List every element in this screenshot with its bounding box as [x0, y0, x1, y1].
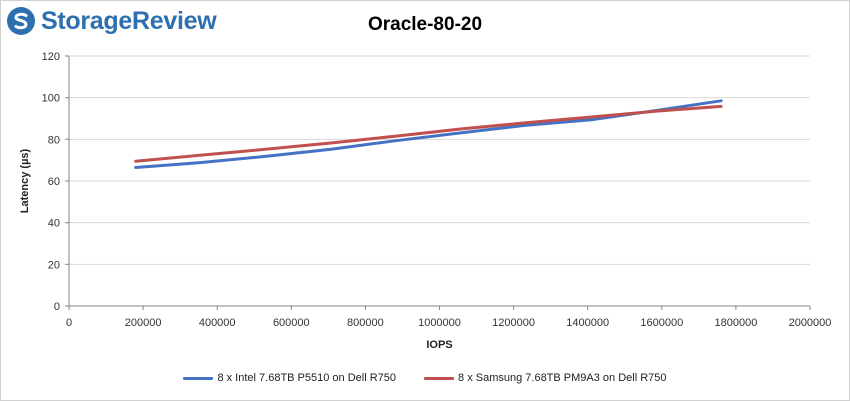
x-tick-label: 0	[66, 317, 72, 329]
y-tick-label: 120	[42, 51, 60, 63]
legend-label-samsung: 8 x Samsung 7.68TB PM9A3 on Dell R750	[458, 372, 667, 384]
y-tick-label: 40	[48, 218, 60, 230]
x-tick-label: 400000	[199, 317, 236, 329]
x-tick-label: 1600000	[640, 317, 683, 329]
y-tick-label: 80	[48, 134, 60, 146]
legend-item-intel[interactable]: 8 x Intel 7.68TB P5510 on Dell R750	[183, 372, 396, 384]
y-tick-label: 60	[48, 176, 60, 188]
legend-swatch-samsung	[424, 376, 455, 380]
grid-lines	[69, 55, 810, 265]
series-lines	[134, 99, 723, 169]
chart-title: Oracle-80-20	[367, 14, 483, 35]
x-tick-label: 800000	[347, 317, 384, 329]
x-tick-label: 1000000	[418, 317, 461, 329]
x-axis-title: IOPS	[426, 339, 452, 351]
legend-swatch-intel	[183, 376, 214, 380]
series-line-1	[134, 104, 723, 163]
x-tick-label: 1400000	[566, 317, 609, 329]
legend-item-samsung[interactable]: 8 x Samsung 7.68TB PM9A3 on Dell R750	[424, 372, 667, 384]
axes: 0 20 40 60 80 100 120 0 200000 400000 600000 800000…	[42, 51, 832, 329]
x-tick-label: 600000	[273, 317, 310, 329]
legend-label-intel: 8 x Intel 7.68TB P5510 on Dell R750	[217, 372, 397, 384]
y-tick-label: 0	[54, 301, 60, 313]
x-tick-label: 1200000	[492, 317, 535, 329]
series-line-0	[134, 99, 723, 169]
brand-logo: StorageReview	[6, 4, 217, 38]
x-tick-label: 1800000	[714, 317, 757, 329]
storagereview-logo-icon	[7, 7, 35, 35]
brand-name: StorageReview	[41, 6, 217, 35]
y-tick-label: 100	[42, 93, 60, 105]
legend: 8 x Intel 7.68TB P5510 on Dell R750 8 x …	[0, 372, 850, 384]
y-tick-label: 20	[48, 259, 60, 271]
x-tick-label: 2000000	[789, 317, 832, 329]
x-tick-label: 200000	[125, 317, 162, 329]
y-axis-title: Latency (µs)	[19, 148, 31, 213]
